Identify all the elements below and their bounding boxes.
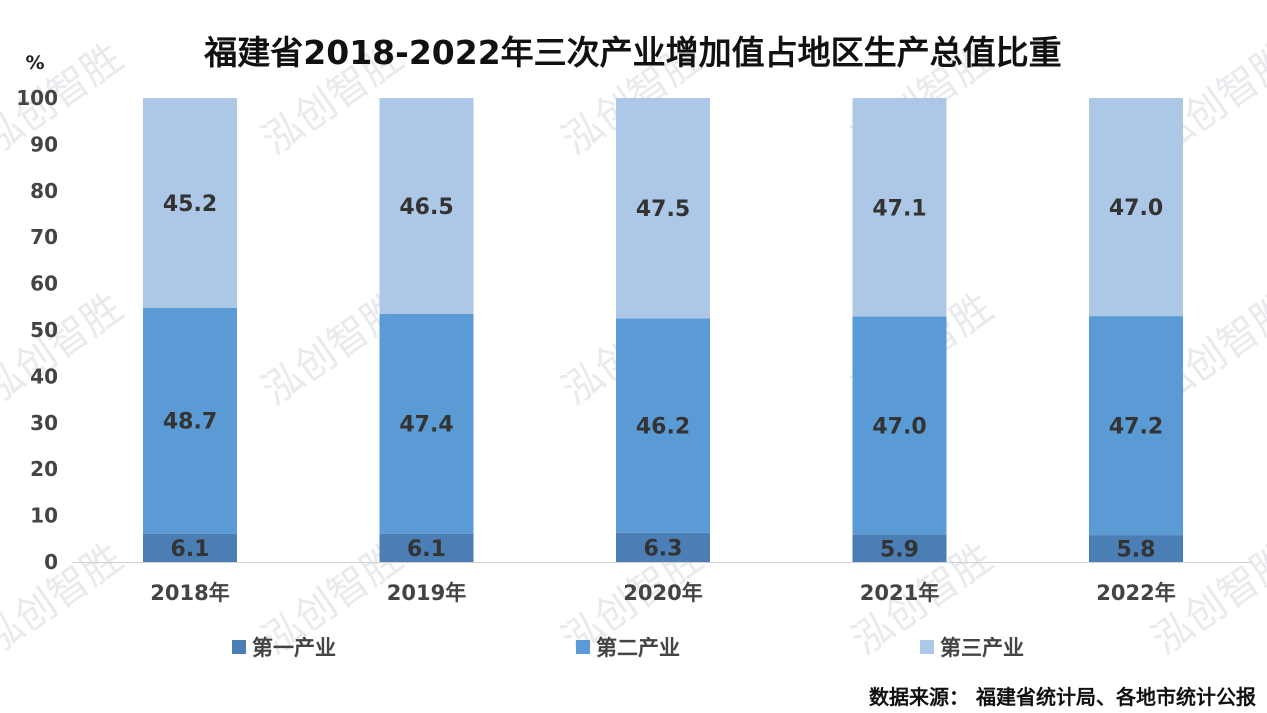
bar-segment	[616, 532, 710, 562]
watermark-text: 泓创智胜	[0, 285, 131, 414]
x-tick-label: 2019年	[387, 581, 466, 605]
data-label: 45.2	[163, 192, 217, 217]
y-tick-label: 70	[30, 225, 58, 249]
y-tick-label: 100	[16, 86, 58, 110]
legend-swatch	[920, 640, 934, 654]
y-tick-label: 90	[30, 132, 58, 156]
y-tick-label: 30	[30, 411, 58, 435]
data-label: 47.5	[636, 197, 690, 222]
bar-segment	[852, 534, 947, 562]
x-tick-label: 2018年	[150, 581, 229, 605]
x-axis: 2018年 2019年 2020年 2021年 2022年	[72, 562, 1252, 605]
bar-segment	[616, 318, 710, 533]
plot-area: 6.1 48.7 45.2 6.1 47.4 46.5 6.3 46.2 47.5 5.9 47.0…	[143, 98, 1183, 563]
chart-title: 福建省2018-2022年三次产业增加值占地区生产总值比重	[203, 33, 1061, 72]
data-label: 5.9	[880, 537, 919, 562]
bar-segment	[143, 307, 237, 534]
y-tick-label: 50	[30, 318, 58, 342]
y-tick-label: 10	[30, 504, 58, 528]
data-label: 5.8	[1117, 538, 1156, 563]
bar-segment	[1089, 98, 1183, 317]
data-label: 6.1	[171, 537, 210, 562]
bar-segment	[852, 98, 947, 317]
legend: 第一产业 第二产业 第三产业	[232, 636, 1024, 660]
bar-segment	[1089, 535, 1183, 562]
bar-segment	[143, 98, 237, 308]
x-tick-label: 2022年	[1096, 581, 1175, 605]
data-label: 6.1	[407, 537, 446, 562]
y-tick-label: 60	[30, 272, 58, 296]
data-label: 47.4	[399, 413, 453, 438]
y-tick-label: 0	[44, 550, 58, 574]
data-label: 46.5	[399, 195, 453, 220]
bar-segment	[379, 313, 474, 534]
y-tick-label: 40	[30, 364, 58, 388]
legend-label: 第二产业	[596, 636, 680, 660]
bar-segment	[852, 316, 947, 535]
y-tick-label: 20	[30, 457, 58, 481]
y-axis: 0 10 20 30 40 50 60 70 80 90 100	[16, 86, 58, 574]
bar-segment	[379, 533, 474, 562]
bar-segment	[616, 98, 710, 319]
source-note: 数据来源： 福建省统计局、各地市统计公报	[869, 685, 1256, 709]
x-tick-label: 2021年	[860, 581, 939, 605]
bar-segment	[379, 98, 474, 314]
legend-label: 第三产业	[940, 636, 1024, 660]
data-label: 47.0	[1109, 196, 1163, 221]
x-tick-label: 2020年	[623, 581, 702, 605]
data-label: 47.0	[872, 415, 926, 440]
data-label: 46.2	[636, 415, 690, 440]
y-tick-label: 80	[30, 179, 58, 203]
legend-label: 第一产业	[252, 636, 336, 660]
data-label: 47.1	[872, 196, 926, 221]
y-axis-unit-label: %	[25, 52, 44, 74]
legend-swatch	[576, 640, 590, 654]
data-label: 47.2	[1109, 415, 1163, 440]
data-label: 6.3	[644, 536, 683, 561]
watermark-text: 泓创智胜	[0, 535, 131, 664]
bar-segment	[143, 533, 237, 562]
legend-swatch	[232, 640, 246, 654]
data-label: 48.7	[163, 410, 217, 435]
bar-segment	[1089, 316, 1183, 536]
